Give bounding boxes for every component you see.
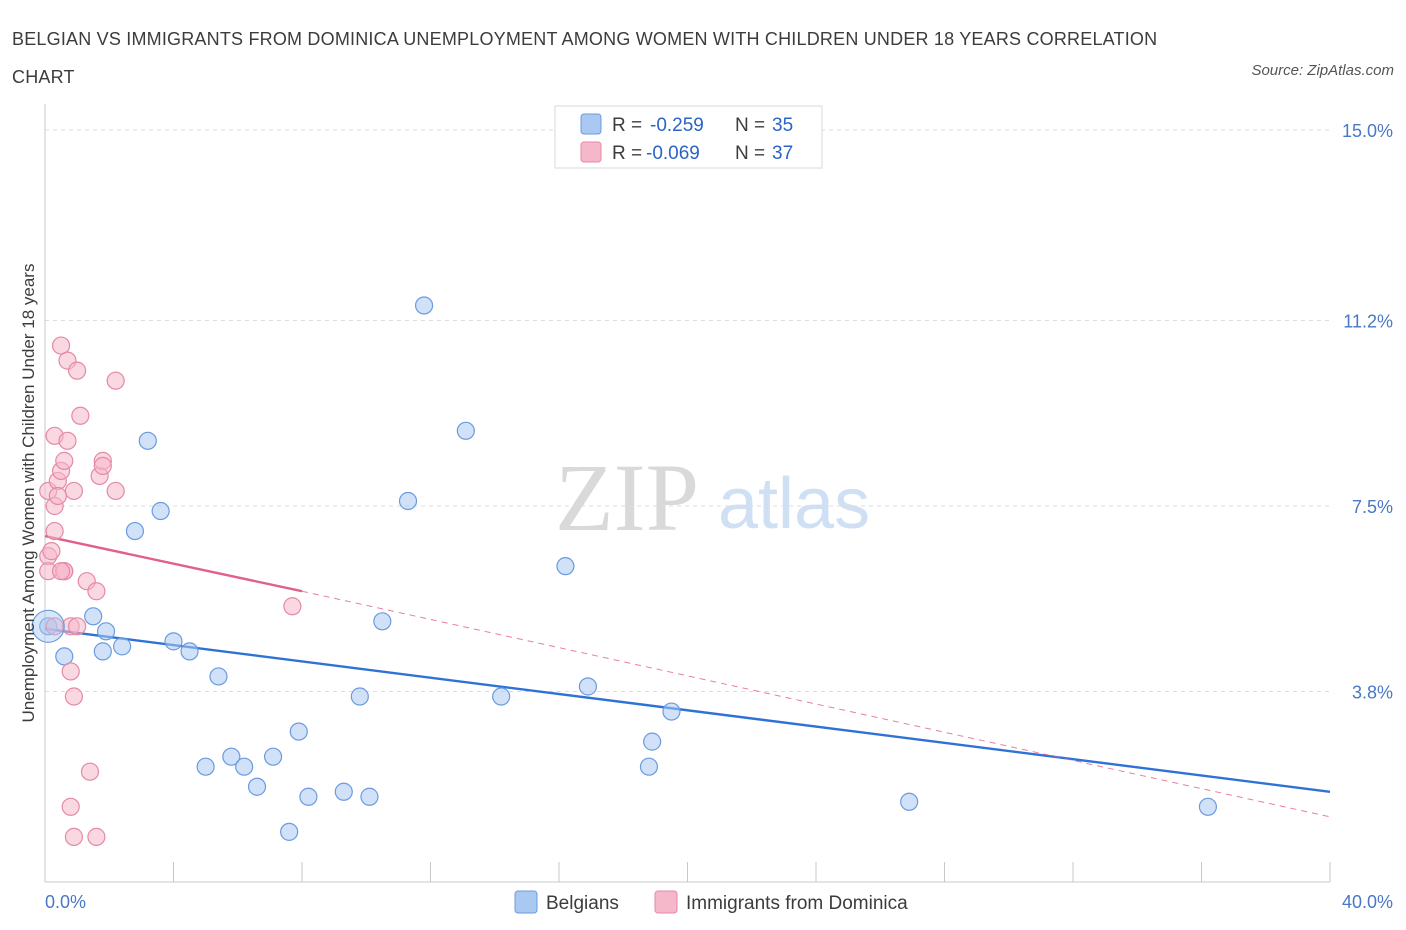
legend-n-label-2: N = — [735, 143, 765, 164]
point-belgians — [900, 792, 919, 811]
point-belgians — [138, 431, 157, 450]
point-dominica — [58, 431, 77, 450]
watermark-zip: ZIP — [555, 444, 699, 551]
y-axis-label: Unemployment Among Women with Children U… — [19, 264, 38, 723]
point-belgians — [96, 622, 116, 641]
point-dominica — [87, 827, 106, 846]
legend-r-value-1: -0.259 — [650, 115, 704, 136]
grid-lines — [45, 129, 1330, 692]
point-dominica — [93, 456, 112, 475]
point-belgians — [639, 757, 659, 776]
legend-r-label-2: R = — [612, 143, 642, 164]
point-dominica — [45, 521, 64, 541]
point-dominica — [48, 486, 67, 506]
point-belgians — [280, 822, 299, 841]
source-label: Source: ZipAtlas.com — [1251, 62, 1394, 79]
point-dominica — [68, 617, 87, 636]
y-tick-label: 7.5% — [1352, 497, 1393, 517]
data-points — [31, 296, 1218, 846]
point-belgians — [334, 782, 353, 801]
point-belgians — [350, 687, 369, 706]
point-belgians — [1198, 797, 1218, 816]
point-dominica — [42, 542, 61, 561]
point-belgians — [662, 702, 681, 721]
point-dominica — [55, 451, 74, 470]
point-belgians — [112, 637, 132, 656]
y-tick-labels: 3.8% 7.5% 11.2% 15.0% — [1342, 121, 1393, 702]
point-belgians — [125, 521, 145, 541]
point-belgians — [299, 787, 318, 806]
trend-line-dominica — [44, 534, 303, 593]
legend-r-label-1: R = — [612, 115, 642, 136]
legend-r-value-2: -0.069 — [646, 143, 700, 164]
watermark-atlas: atlas — [718, 464, 870, 544]
bottom-legend-label-dominica: Immigrants from Dominica — [686, 893, 908, 914]
top-legend: R = -0.259 N = 35 R = -0.069 N = 37 — [554, 105, 823, 169]
point-dominica — [80, 762, 100, 781]
legend-n-value-1: 35 — [772, 115, 793, 136]
point-dominica — [51, 336, 71, 355]
point-dominica — [283, 597, 302, 616]
y-tick-label: 11.2% — [1343, 312, 1393, 332]
point-belgians — [456, 421, 475, 440]
point-belgians — [289, 722, 308, 741]
point-belgians — [93, 642, 112, 661]
point-dominica — [51, 562, 71, 581]
point-dominica — [106, 481, 125, 501]
legend-n-value-2: 37 — [772, 143, 793, 164]
point-dominica — [45, 617, 64, 636]
legend-swatch-belgians — [580, 113, 602, 135]
bottom-legend: Belgians Immigrants from Dominica — [514, 890, 908, 914]
point-dominica — [64, 827, 84, 846]
chart-title: BELGIAN VS IMMIGRANTS FROM DOMINICA UNEM… — [12, 29, 1158, 87]
point-dominica — [71, 406, 90, 425]
point-belgians — [164, 632, 183, 651]
point-belgians — [556, 557, 575, 576]
point-belgians — [235, 757, 254, 776]
bottom-legend-swatch-belgians — [514, 890, 538, 914]
point-belgians — [180, 642, 199, 661]
point-belgians — [398, 491, 418, 511]
point-belgians — [84, 607, 103, 626]
point-belgians — [263, 747, 283, 766]
point-dominica — [64, 481, 84, 501]
trend-line-dominica-extension — [301, 590, 1331, 818]
point-belgians-cluster — [31, 609, 65, 643]
trend-lines — [44, 534, 1331, 818]
bottom-legend-label-belgians: Belgians — [546, 893, 619, 914]
point-belgians — [360, 787, 379, 806]
point-dominica — [68, 361, 87, 380]
point-belgians — [222, 747, 241, 766]
y-tick-label: 3.8% — [1352, 682, 1393, 702]
point-dominica — [61, 662, 80, 681]
x-tick-labels: 0.0% 40.0% — [45, 892, 1393, 912]
point-belgians — [151, 501, 170, 521]
legend-swatch-dominica — [580, 141, 602, 163]
x-tick-label: 0.0% — [45, 892, 86, 912]
x-tick-label: 40.0% — [1342, 892, 1393, 912]
point-dominica — [61, 797, 80, 816]
point-dominica — [64, 687, 84, 706]
bottom-legend-swatch-dominica — [654, 890, 678, 914]
point-belgians — [492, 687, 511, 706]
point-belgians — [247, 777, 267, 796]
point-belgians — [373, 612, 392, 631]
trend-line-belgians — [44, 627, 1331, 793]
legend-n-label-1: N = — [735, 115, 765, 136]
point-belgians — [578, 677, 598, 696]
point-belgians — [643, 732, 662, 751]
point-dominica — [106, 371, 125, 390]
point-belgians — [209, 667, 228, 686]
y-tick-label: 15.0% — [1342, 121, 1393, 141]
point-belgians — [55, 647, 74, 666]
point-belgians — [196, 757, 215, 776]
point-belgians — [414, 296, 434, 315]
point-dominica — [87, 582, 106, 601]
